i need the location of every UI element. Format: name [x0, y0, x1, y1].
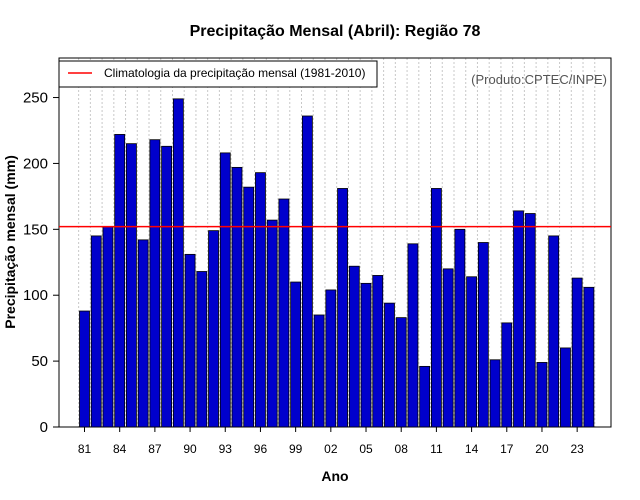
bar-92 [208, 230, 219, 428]
y-tick-label: 250 [23, 90, 48, 107]
bar-94 [231, 166, 243, 428]
bar-99 [290, 281, 302, 428]
bar-23 [571, 277, 583, 428]
bars [79, 98, 595, 428]
bar-96 [255, 172, 266, 428]
bar-10 [419, 365, 431, 428]
bar-86 [137, 239, 149, 428]
x-axis: 81 84 87 90 93 96 99 02 05 08 11 14 17 20 23 [78, 427, 584, 456]
x-tick-label: 93 [219, 442, 233, 456]
source-note: (Produto:CPTEC/INPE) [471, 72, 607, 87]
bar-84 [114, 134, 126, 428]
y-axis: 0 50 100 150 200 250 [23, 90, 59, 436]
legend-box [58, 60, 378, 88]
bar-91 [196, 271, 208, 428]
x-tick-label: 05 [359, 442, 373, 456]
x-axis-title: Ano [321, 468, 348, 484]
bar-12 [442, 268, 454, 428]
bar-17 [501, 322, 513, 428]
legend: Climatologia da precipitação mensal (198… [58, 60, 378, 88]
x-tick-label: 08 [395, 442, 409, 456]
bar-97 [266, 219, 278, 428]
bar-15 [477, 242, 489, 428]
bar-24 [583, 286, 595, 428]
x-tick-label: 81 [78, 442, 92, 456]
bar-18 [513, 210, 524, 428]
bar-81 [79, 310, 90, 428]
grid [78, 58, 596, 427]
x-tick-label: 96 [254, 442, 268, 456]
bar-01 [313, 314, 325, 428]
bar-00 [301, 115, 313, 428]
x-tick-label: 99 [289, 442, 303, 456]
x-tick-label: 11 [430, 442, 443, 456]
bar-07 [384, 302, 395, 428]
bar-05 [360, 282, 372, 428]
x-tick-label: 87 [148, 442, 162, 456]
bar-08 [395, 317, 407, 428]
y-tick-label: 200 [23, 155, 48, 172]
bar-89 [172, 98, 184, 428]
bar-83 [102, 226, 114, 428]
bar-16 [489, 359, 501, 428]
bar-19 [524, 213, 536, 428]
bar-20 [536, 362, 548, 428]
x-tick-label: 14 [465, 442, 479, 456]
bar-87 [149, 139, 161, 428]
y-axis-title: Precipitação mensal (mm) [2, 155, 18, 329]
bar-82 [90, 235, 102, 428]
bar-02 [325, 289, 337, 428]
bar-03 [337, 188, 348, 428]
chart-title: Precipitação Mensal (Abril): Região 78 [190, 23, 481, 40]
y-tick-label: 150 [23, 221, 48, 238]
x-tick-label: 84 [113, 442, 127, 456]
bar-22 [560, 347, 571, 428]
x-tick-label: 17 [500, 442, 514, 456]
bar-95 [243, 186, 255, 428]
bar-85 [126, 143, 137, 428]
bar-13 [454, 228, 466, 428]
bar-14 [466, 276, 477, 428]
x-tick-label: 20 [535, 442, 549, 456]
bar-98 [278, 198, 290, 428]
x-tick-label: 02 [324, 442, 338, 456]
legend-label: Climatologia da precipitação mensal (198… [104, 66, 365, 80]
y-tick-label: 0 [40, 419, 48, 436]
x-tick-label: 23 [570, 442, 584, 456]
y-tick-label: 100 [23, 287, 48, 304]
bar-93 [219, 152, 231, 428]
bar-90 [184, 253, 196, 428]
bar-11 [430, 188, 442, 428]
bar-04 [348, 265, 360, 428]
bar-06 [372, 275, 384, 428]
y-tick-label: 50 [31, 353, 48, 370]
bar-09 [407, 243, 419, 428]
bar-88 [161, 145, 173, 428]
bar-21 [548, 235, 560, 428]
x-tick-label: 90 [183, 442, 197, 456]
